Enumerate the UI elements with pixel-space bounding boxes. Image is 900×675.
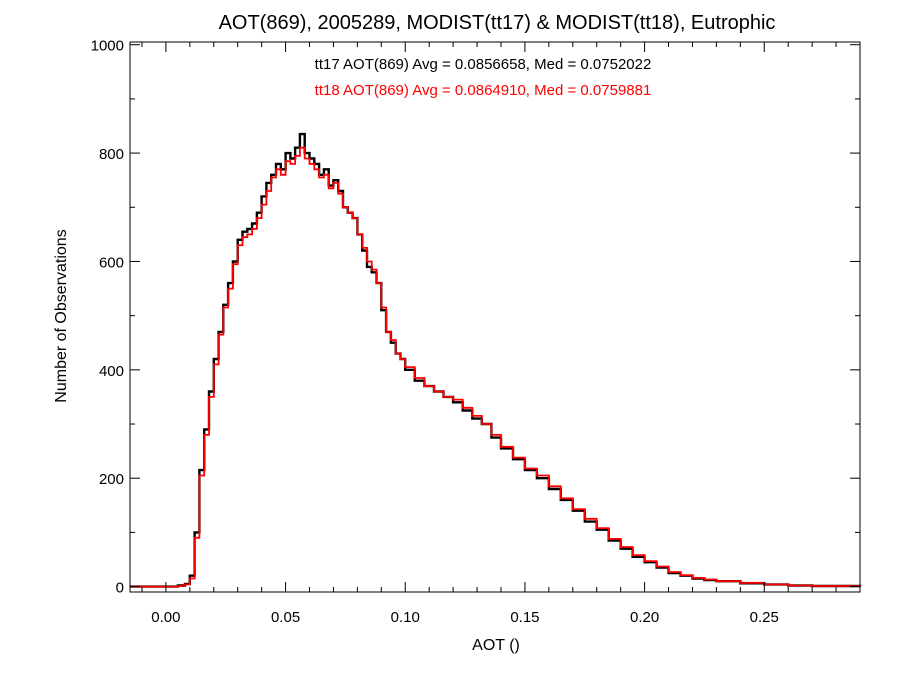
ticks-layer: 0.00 0.05 0.10 0.15 0.20 0.25 0 200 400 600 800 100… — [91, 38, 860, 626]
series-1-line — [130, 146, 861, 588]
x-tick-label: 0.25 — [750, 609, 779, 626]
series-0-line — [130, 132, 862, 588]
x-tick-label: 0.05 — [271, 609, 300, 626]
y-tick-label: 800 — [99, 146, 124, 163]
x-tick-label: 0.10 — [391, 609, 420, 626]
x-tick-label: 0.15 — [510, 609, 539, 626]
x-tick-label: 0.20 — [630, 609, 659, 626]
annotation-tt18: tt18 AOT(869) Avg = 0.0864910, Med = 0.0… — [315, 82, 652, 99]
y-tick-label: 600 — [99, 254, 124, 271]
x-axis-label: AOT () — [472, 637, 520, 654]
chart-title: AOT(869), 2005289, MODIST(tt17) & MODIST… — [219, 12, 776, 34]
y-tick-label: 1000 — [91, 38, 124, 55]
plot-frame — [129, 41, 861, 593]
x-tick-label: 0.00 — [151, 609, 180, 626]
y-tick-label: 200 — [99, 471, 124, 488]
y-tick-label: 400 — [99, 363, 124, 380]
y-axis-label: Number of Observations — [53, 229, 70, 402]
annotation-tt17: tt17 AOT(869) Avg = 0.0856658, Med = 0.0… — [315, 56, 652, 73]
y-tick-label: 0 — [116, 580, 124, 597]
series-layer — [130, 132, 862, 588]
